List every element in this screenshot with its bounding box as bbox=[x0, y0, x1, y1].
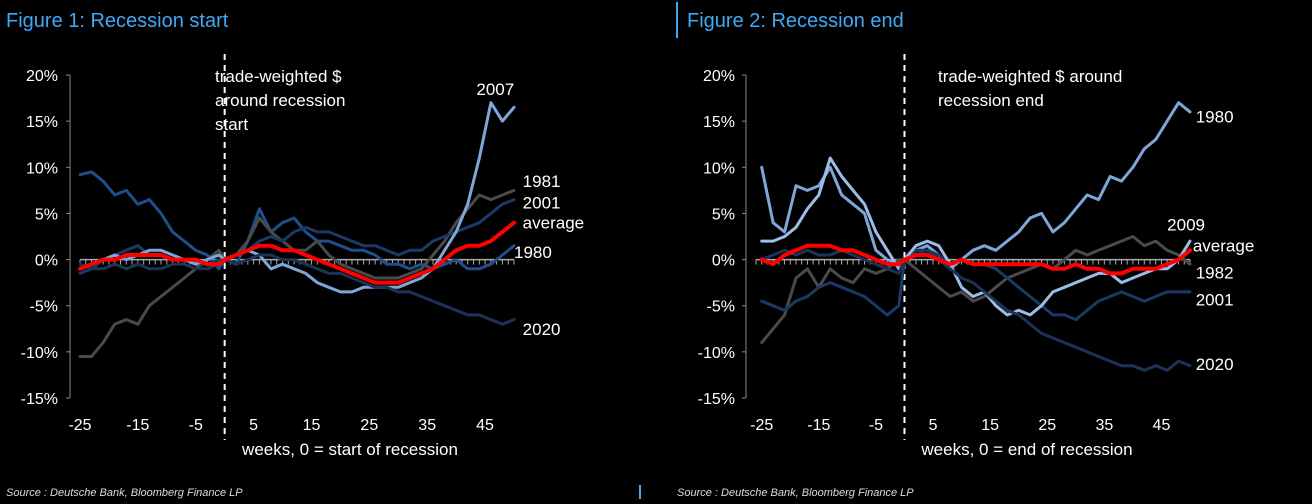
fig2-x-tick-label: -15 bbox=[807, 417, 830, 434]
fig1-x-tick-label: 45 bbox=[476, 417, 494, 434]
fig1-x-tick-label: -5 bbox=[189, 417, 203, 434]
fig1-x-tick-label: 35 bbox=[418, 417, 436, 434]
fig1-series-1981 bbox=[78, 188, 516, 358]
fig2-series-average bbox=[759, 243, 1192, 276]
fig1-x-tick-label: 25 bbox=[360, 417, 378, 434]
fig2-y-tick-label: -5% bbox=[707, 299, 735, 316]
fig2-x-tick-label: 25 bbox=[1038, 417, 1056, 434]
panel-divider bbox=[676, 2, 678, 38]
fig1-series-label-1980: 1980 bbox=[514, 243, 552, 262]
fig1-series-label-2020: 2020 bbox=[523, 320, 561, 339]
fig1-annotation-line: start bbox=[215, 115, 248, 134]
fig2-y-tick-label: 0% bbox=[712, 253, 735, 270]
fig1-x-tick-label: 5 bbox=[249, 417, 258, 434]
fig2-y-tick-label: 10% bbox=[703, 160, 735, 177]
fig1-series-1980 bbox=[78, 170, 516, 271]
fig1-x-tick-label: -15 bbox=[126, 417, 149, 434]
source-note-2: Source : Deutsche Bank, Bloomberg Financ… bbox=[677, 487, 914, 499]
fig1-series-label-2001: 2001 bbox=[523, 193, 561, 212]
fig2-series-label-average: average bbox=[1193, 237, 1254, 256]
fig1-series-label-1981: 1981 bbox=[523, 172, 561, 191]
fig2-x-axis-label: weeks, 0 = end of recession bbox=[920, 440, 1132, 459]
fig2-y-tick-label: -10% bbox=[698, 345, 735, 362]
fig1-plot: -15% -10% -5% 0% 5% 10% 15% 20% -25 -15 -5 5 15 25 35 4… bbox=[21, 54, 584, 459]
source-divider bbox=[639, 485, 641, 499]
fig2-series-label-2020: 2020 bbox=[1196, 355, 1234, 374]
fig2-y-tick-label: 5% bbox=[712, 206, 735, 223]
figure-1-title: Figure 1: Recession start bbox=[6, 10, 229, 32]
fig2-annotation-line: recession end bbox=[938, 91, 1044, 110]
fig2-series-label-2009: 2009 bbox=[1167, 216, 1205, 235]
source-note-1: Source : Deutsche Bank, Bloomberg Financ… bbox=[6, 487, 243, 499]
fig2-y-tick-label: -15% bbox=[698, 391, 735, 408]
fig1-series-2020 bbox=[78, 253, 516, 326]
fig2-series-2009 bbox=[760, 156, 1192, 317]
figure-2-title: Figure 2: Recession end bbox=[687, 10, 904, 32]
fig2-x-tick-label: -25 bbox=[750, 417, 773, 434]
fig1-x-tick-label: -25 bbox=[68, 417, 91, 434]
fig2-y-tick-label: 15% bbox=[703, 114, 735, 131]
fig2-series-label-2001: 2001 bbox=[1196, 290, 1234, 309]
fig1-series-2007 bbox=[78, 101, 516, 294]
fig1-y-tick-label: 0% bbox=[35, 253, 58, 270]
fig2-series-1980 bbox=[760, 101, 1192, 271]
fig1-y-tick-label: -15% bbox=[21, 391, 58, 408]
fig2-series-label-1980: 1980 bbox=[1196, 108, 1234, 127]
fig1-annotation-line: trade-weighted $ bbox=[215, 67, 342, 86]
fig2-annotation-line: trade-weighted $ around bbox=[938, 67, 1122, 86]
fig1-series-average bbox=[78, 220, 516, 285]
fig1-annotation-line: around recession bbox=[215, 91, 345, 110]
fig1-series-label-average: average bbox=[523, 214, 584, 233]
fig1-x-axis-label: weeks, 0 = start of recession bbox=[241, 440, 458, 459]
fig1-y-tick-label: -10% bbox=[21, 345, 58, 362]
fig2-y-tick-label: 20% bbox=[703, 68, 735, 85]
fig2-x-tick-label: 35 bbox=[1095, 417, 1113, 434]
fig1-y-tick-label: 15% bbox=[26, 114, 58, 131]
fig2-series-1982 bbox=[760, 235, 1192, 345]
fig1-y-tick-label: 20% bbox=[26, 68, 58, 85]
fig2-x-tick-label: -5 bbox=[869, 417, 883, 434]
fig2-series-label-1982: 1982 bbox=[1196, 263, 1234, 282]
fig1-y-tick-label: 10% bbox=[26, 160, 58, 177]
fig2-x-tick-label: 45 bbox=[1153, 417, 1171, 434]
fig2-plot: -15% -10% -5% 0% 5% 10% 15% 20% -25 -15 -5 5 15 25 35 4… bbox=[698, 54, 1254, 459]
fig1-y-tick-label: 5% bbox=[35, 206, 58, 223]
fig2-x-tick-label: 5 bbox=[929, 417, 938, 434]
fig2-x-tick-label: 15 bbox=[981, 417, 999, 434]
fig1-series-label-2007: 2007 bbox=[476, 80, 514, 99]
fig2-series-2020 bbox=[760, 248, 1192, 372]
fig1-y-tick-label: -5% bbox=[30, 299, 58, 316]
fig1-x-tick-label: 15 bbox=[303, 417, 321, 434]
